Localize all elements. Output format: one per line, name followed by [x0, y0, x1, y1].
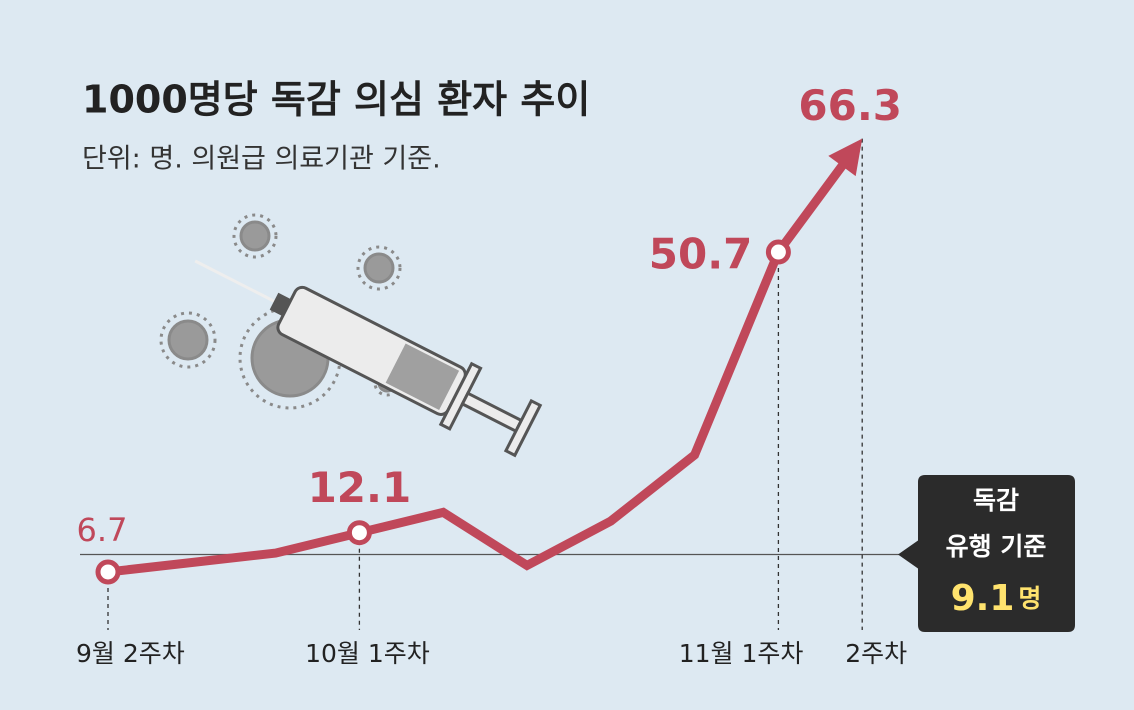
value-label: 12.1: [308, 463, 412, 512]
x-tick-label: 11월 1주차: [679, 639, 804, 668]
arrow-head: [828, 138, 863, 177]
callout-box: [898, 475, 1075, 632]
value-label: 50.7: [649, 230, 753, 279]
callout-value: 9.1 명: [951, 578, 1042, 619]
illustration: [159, 213, 543, 458]
callout-label: 유행 기준: [946, 532, 1047, 561]
value-label: 66.3: [798, 81, 902, 130]
point-marker: [346, 520, 372, 546]
chart-title: 1000명당 독감 의심 환자 추이: [82, 78, 590, 122]
x-tick-label: 9월 2주차: [76, 639, 185, 668]
x-tick-label: 2주차: [845, 639, 907, 668]
x-tick-label: 10월 1주차: [305, 639, 430, 668]
callout-label: 독감: [973, 486, 1019, 515]
point-marker: [765, 239, 791, 265]
value-label: 6.7: [77, 511, 128, 549]
chart-subtitle: 단위: 명. 의원급 의료기관 기준.: [82, 144, 441, 175]
threshold-value: 9.1: [951, 578, 1015, 619]
point-marker: [95, 559, 121, 585]
line: [107, 153, 853, 577]
threshold-unit: 명: [1018, 584, 1041, 613]
